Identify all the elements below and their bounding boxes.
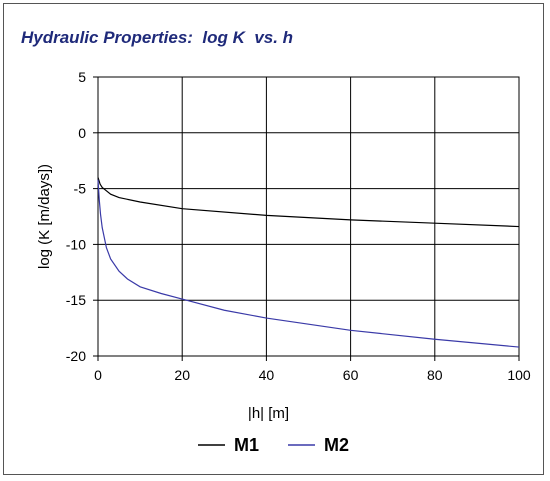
legend-label-m1: M1 — [234, 435, 259, 455]
x-tick-label: 80 — [427, 367, 443, 383]
y-tick-label: -15 — [66, 292, 86, 308]
x-axis-label: |h| [m] — [248, 405, 289, 422]
chart-frame: Hydraulic Properties: log K vs. h — [3, 3, 544, 475]
y-axis-label: log (K [m/days]) — [36, 164, 53, 269]
plot-area — [97, 76, 520, 357]
y-tick-label: 0 — [78, 125, 86, 141]
y-tick-label: -5 — [74, 181, 87, 197]
series-line-m2 — [97, 179, 520, 348]
x-tick-label: 40 — [259, 367, 275, 383]
x-tick-label: 20 — [174, 367, 190, 383]
y-tick-label: 5 — [78, 69, 86, 85]
y-tick-label: -10 — [66, 236, 86, 252]
y-tick-label: -20 — [66, 348, 86, 364]
x-tick-label: 100 — [507, 367, 531, 383]
legend-label-m2: M2 — [324, 435, 349, 455]
series-line-m1 — [97, 177, 520, 228]
chart-title: Hydraulic Properties: log K vs. h — [21, 28, 294, 47]
x-tick-label: 0 — [94, 367, 102, 383]
x-tick-label: 60 — [343, 367, 359, 383]
